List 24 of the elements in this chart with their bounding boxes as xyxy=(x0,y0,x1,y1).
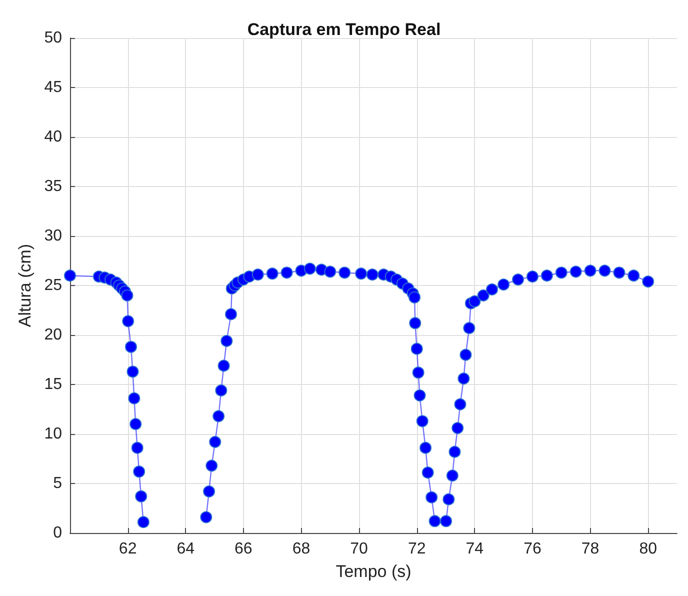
y-tick-label: 25 xyxy=(44,277,62,294)
y-axis-title: Altura (cm) xyxy=(15,244,34,328)
x-tick-label: 72 xyxy=(408,540,426,558)
x-tick-label: 62 xyxy=(118,540,137,558)
y-tick-label: 30 xyxy=(44,228,62,244)
x-tick-label: 76 xyxy=(524,540,542,558)
y-tick-label: 40 xyxy=(44,128,62,146)
x-tick-label: 80 xyxy=(639,540,658,558)
y-tick-label: 15 xyxy=(44,376,62,393)
y-tick-label: 50 xyxy=(44,30,62,46)
x-tick-label: 78 xyxy=(581,540,600,558)
x-axis-title: Tempo (s) xyxy=(336,562,412,581)
y-tick-label: 20 xyxy=(44,326,62,344)
x-tick-label: 66 xyxy=(234,540,252,558)
y-tick-label: 45 xyxy=(44,79,62,96)
x-tick-label: 68 xyxy=(292,540,310,558)
x-tick-label: 70 xyxy=(350,540,368,558)
x-tick-label: 64 xyxy=(176,540,195,558)
chart-title: Captura em Tempo Real xyxy=(247,20,441,39)
y-tick-label: 10 xyxy=(44,426,62,442)
y-tick-label: 5 xyxy=(53,475,62,492)
x-tick-label: 74 xyxy=(466,540,484,558)
y-tick-label: 35 xyxy=(44,178,62,195)
y-tick-label: 0 xyxy=(53,524,62,542)
